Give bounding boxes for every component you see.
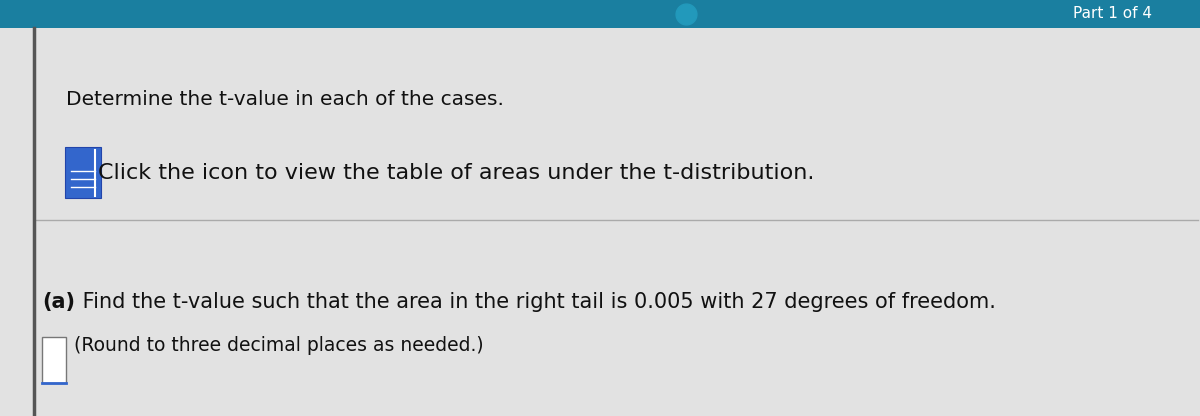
FancyBboxPatch shape xyxy=(65,147,101,198)
Text: Part 1 of 4: Part 1 of 4 xyxy=(1073,7,1152,22)
Text: (a): (a) xyxy=(42,292,74,312)
Text: Click the icon to view the table of areas under the t-distribution.: Click the icon to view the table of area… xyxy=(98,163,815,183)
FancyBboxPatch shape xyxy=(0,0,1200,28)
FancyBboxPatch shape xyxy=(0,28,1200,416)
Bar xyxy=(42,337,66,383)
Text: Determine the t-value in each of the cases.: Determine the t-value in each of the cas… xyxy=(66,90,504,109)
Text: (Round to three decimal places as needed.): (Round to three decimal places as needed… xyxy=(74,336,484,355)
Text: Find the t-value such that the area in the right tail is 0.005 with 27 degrees o: Find the t-value such that the area in t… xyxy=(76,292,996,312)
